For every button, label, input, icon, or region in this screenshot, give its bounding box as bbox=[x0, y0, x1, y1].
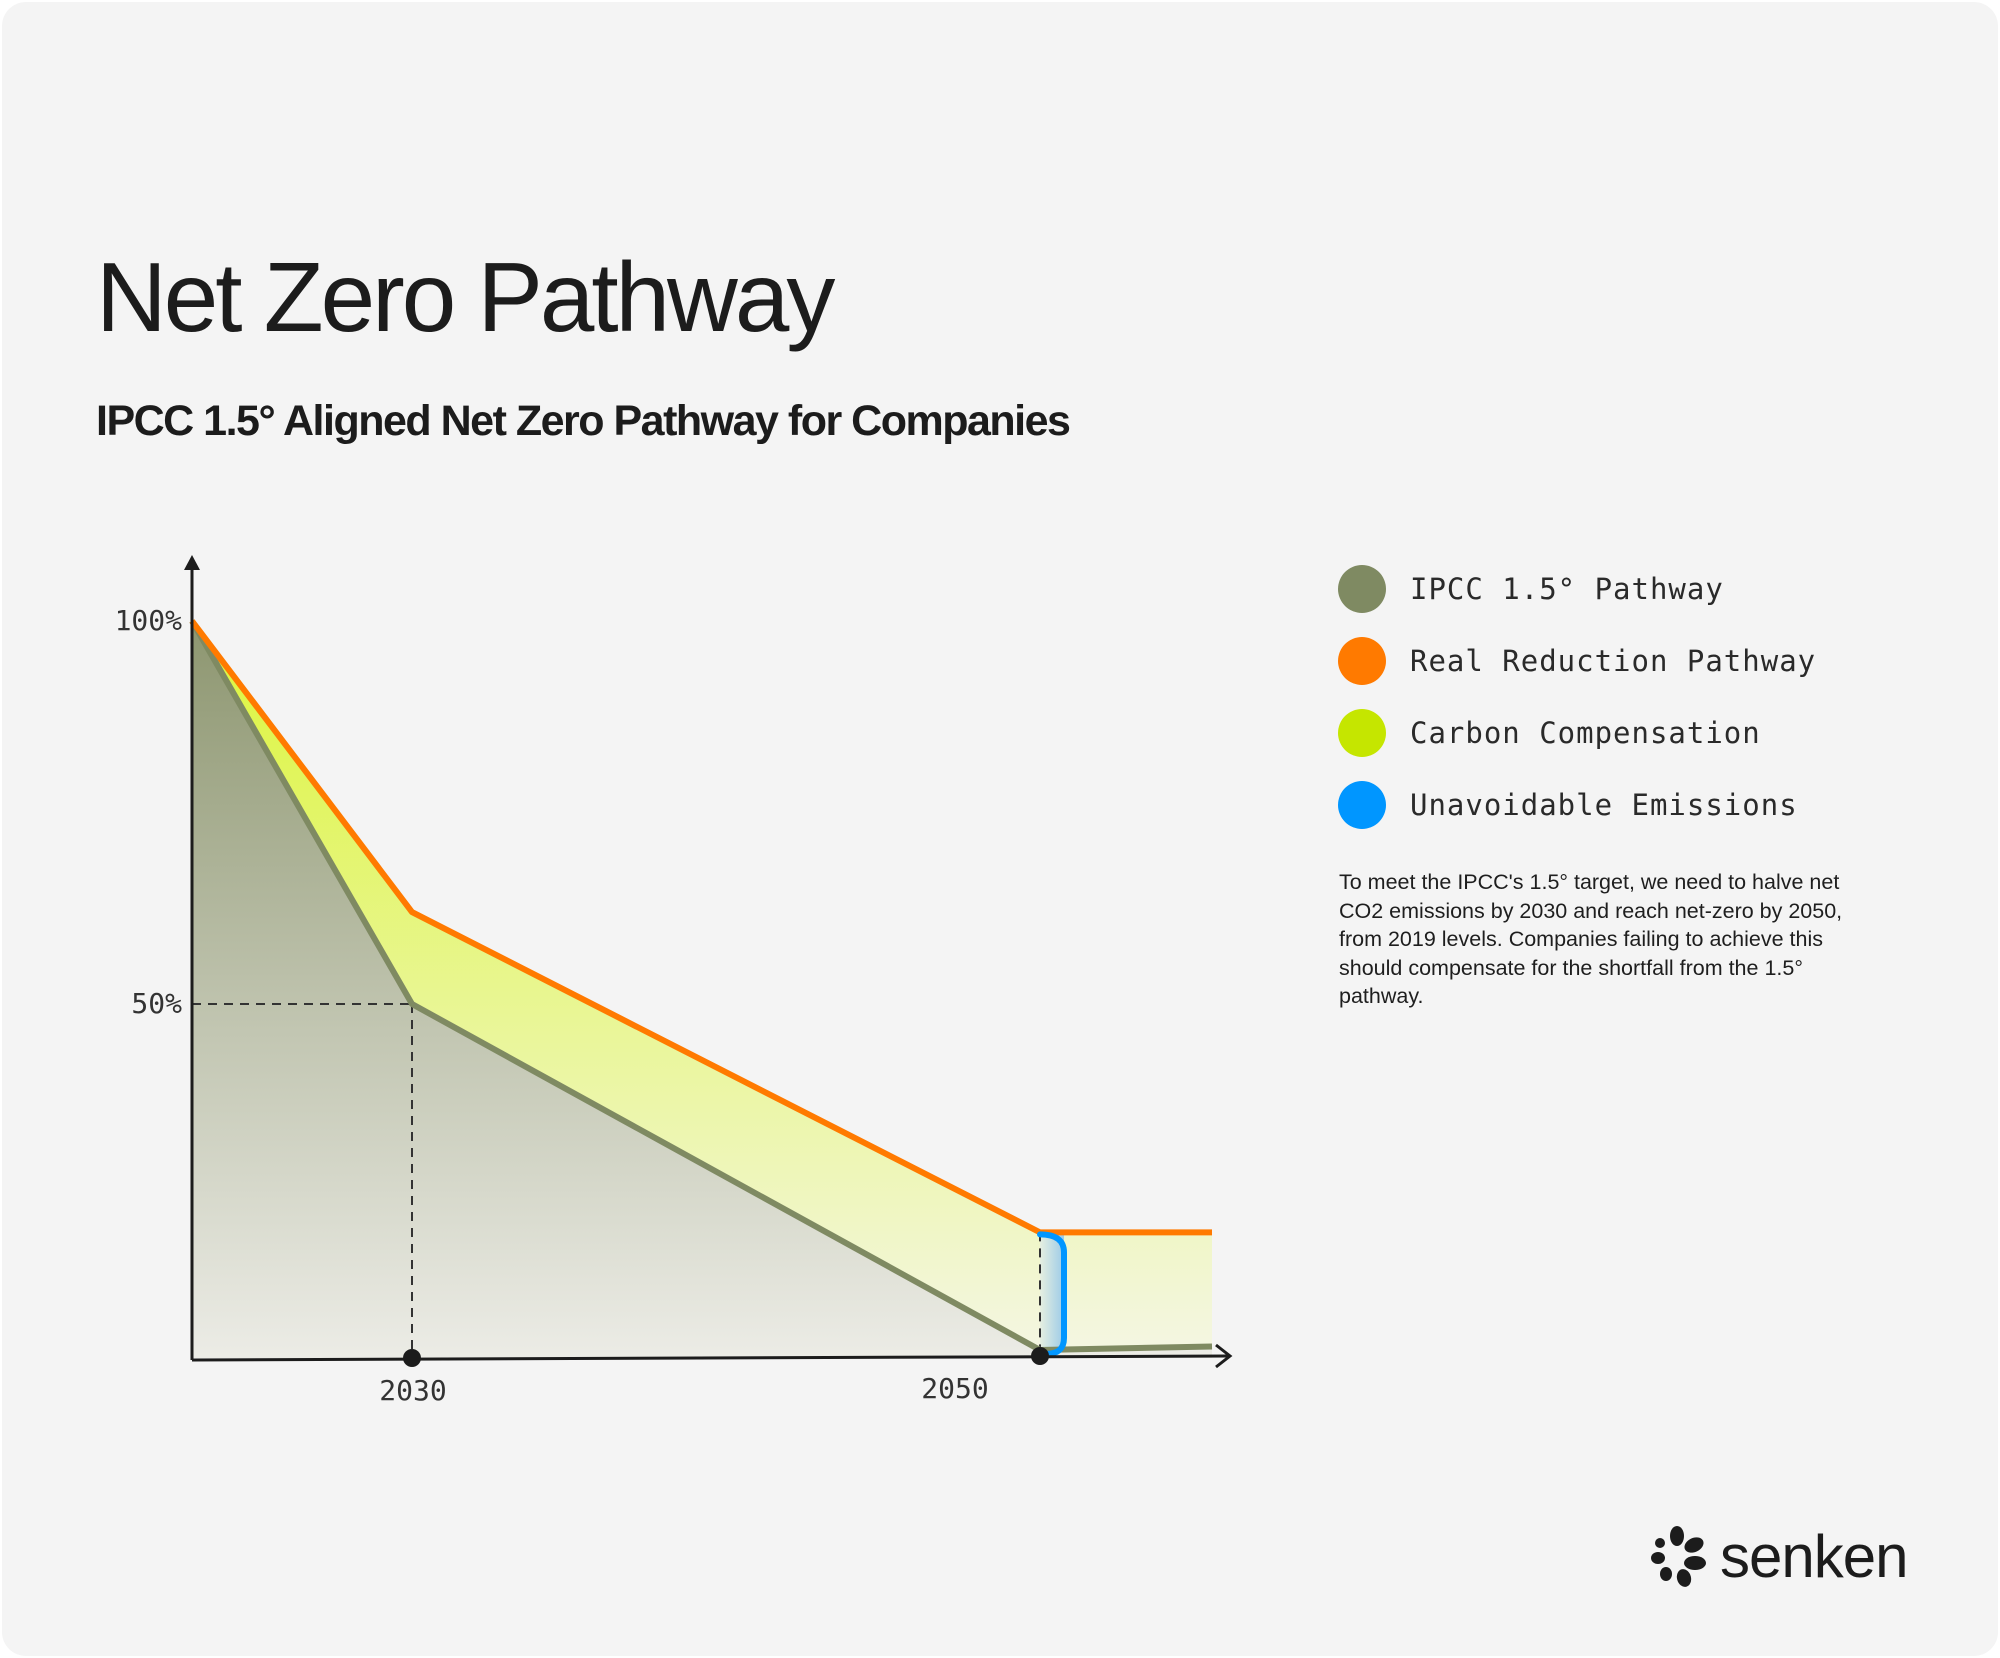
y-tick-100: 100% bbox=[115, 604, 183, 637]
legend-dot-icon bbox=[1338, 781, 1386, 829]
explanation-text: To meet the IPCC's 1.5° target, we need … bbox=[1339, 870, 1843, 1008]
x-axis bbox=[191, 1354, 1229, 1362]
marker-2050 bbox=[1031, 1347, 1049, 1365]
legend: IPCC 1.5° Pathway Real Reduction Pathway… bbox=[1338, 553, 1816, 841]
y-axis-arrow-icon bbox=[184, 555, 200, 570]
x-tick-2050: 2050 bbox=[921, 1372, 988, 1405]
ipcc-pathway-line bbox=[189, 619, 1213, 1353]
senken-flower-icon bbox=[1651, 1525, 1706, 1587]
legend-item-ipcc: IPCC 1.5° Pathway bbox=[1338, 553, 1816, 625]
legend-item-unavoidable-emissions: Unavoidable Emissions bbox=[1338, 769, 1816, 841]
page-subtitle: IPCC 1.5° Aligned Net Zero Pathway for C… bbox=[96, 397, 1071, 445]
real-reduction-line bbox=[189, 619, 1212, 1236]
page-title: Net Zero Pathway bbox=[96, 242, 835, 352]
legend-label: Real Reduction Pathway bbox=[1410, 644, 1817, 678]
ipcc-pathway-area bbox=[192, 621, 1212, 1358]
x-axis-arrow-icon bbox=[1215, 1343, 1233, 1369]
brand-name: senken bbox=[1720, 1523, 1908, 1590]
legend-label: Carbon Compensation bbox=[1410, 716, 1761, 750]
legend-label: Unavoidable Emissions bbox=[1410, 788, 1798, 822]
legend-item-real-reduction: Real Reduction Pathway bbox=[1338, 625, 1816, 697]
senken-logo: senken bbox=[1650, 1522, 1908, 1591]
x-tick-2030: 2030 bbox=[379, 1374, 446, 1407]
unavoidable-emissions-fill bbox=[1040, 1234, 1064, 1352]
legend-item-carbon-compensation: Carbon Compensation bbox=[1338, 697, 1816, 769]
legend-dot-icon bbox=[1338, 709, 1386, 757]
y-tick-50: 50% bbox=[131, 987, 182, 1020]
marker-2030 bbox=[403, 1349, 421, 1367]
unavoidable-emissions-bracket bbox=[1037, 1231, 1067, 1357]
legend-dot-icon bbox=[1338, 637, 1386, 685]
legend-dot-icon bbox=[1338, 565, 1386, 613]
carbon-compensation-area bbox=[192, 621, 1212, 1350]
legend-label: IPCC 1.5° Pathway bbox=[1410, 572, 1724, 606]
